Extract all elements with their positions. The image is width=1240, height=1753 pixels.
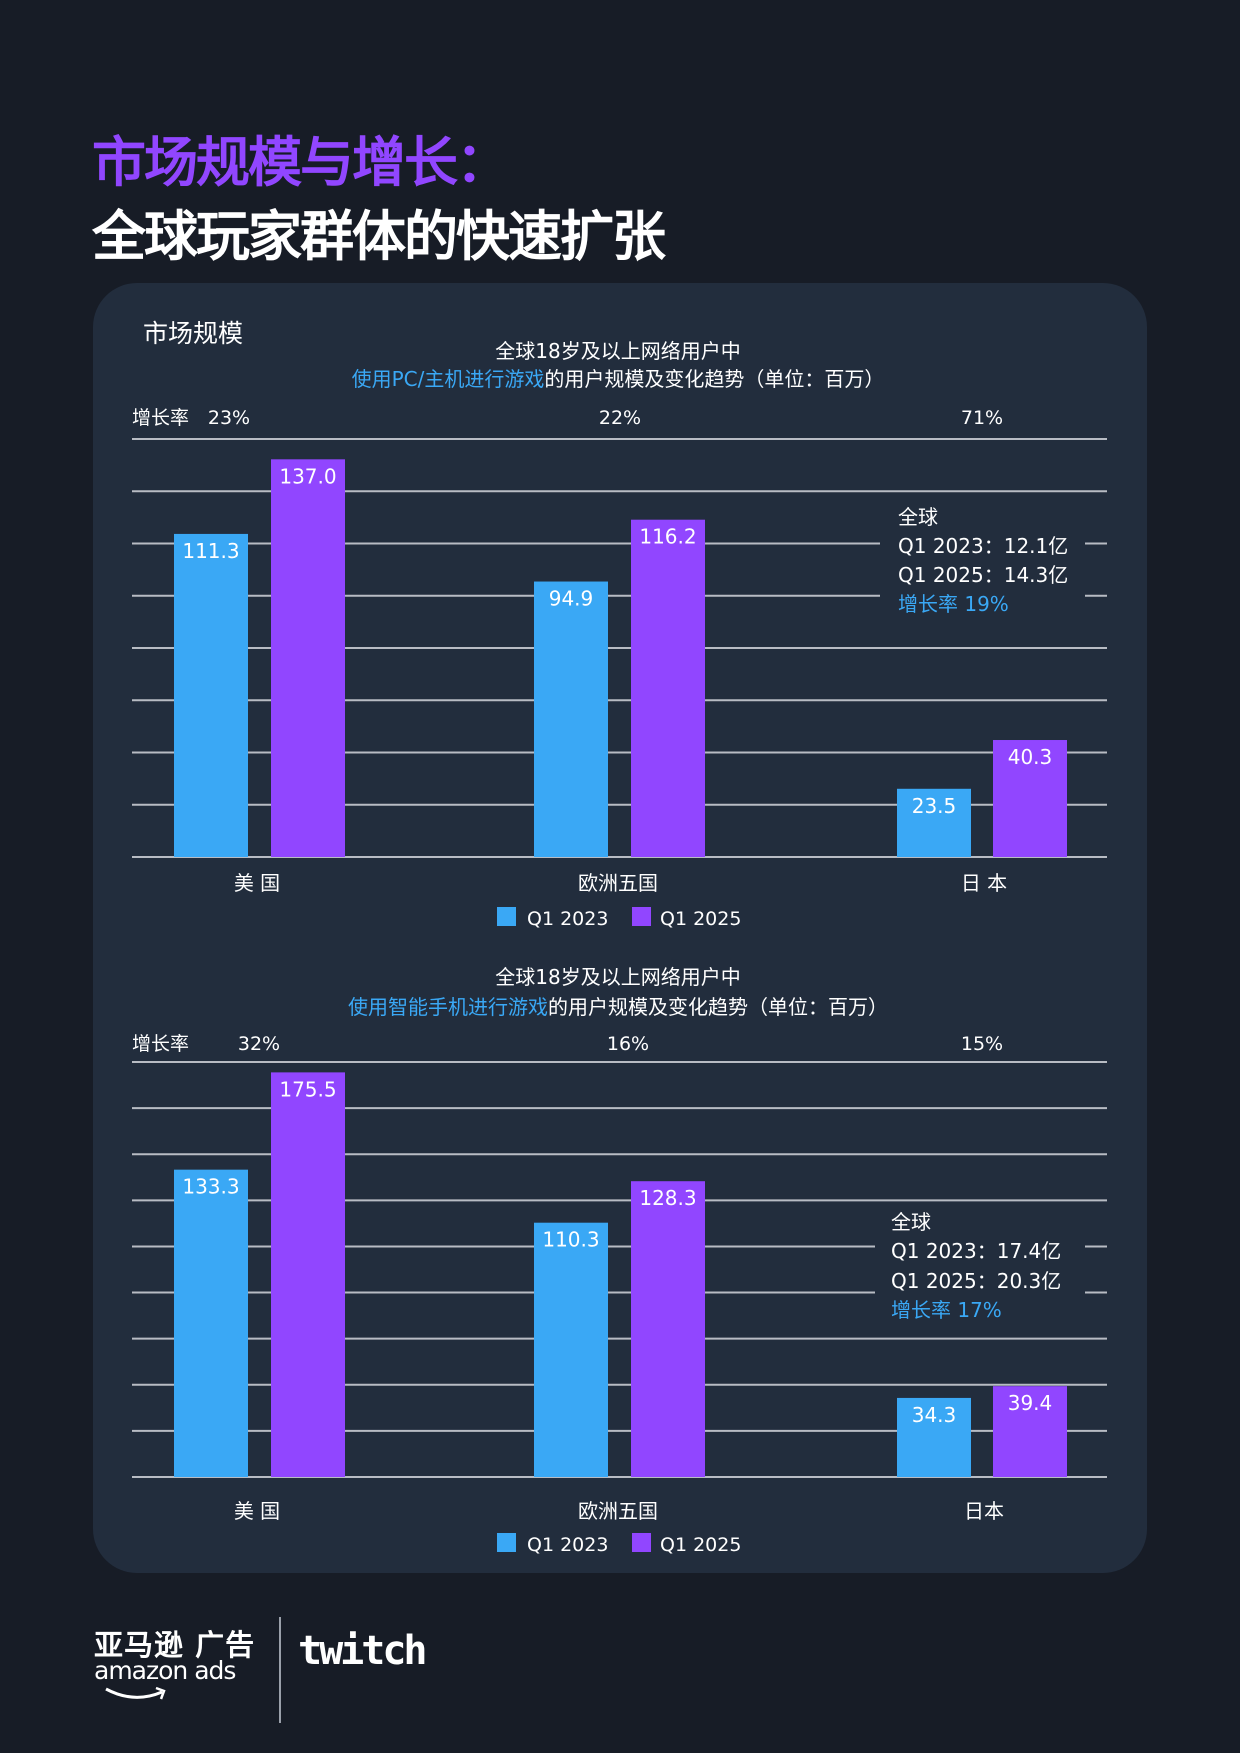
bar-q1-2023 xyxy=(174,533,248,857)
legend-label-q1-2025: Q1 2025 xyxy=(660,908,741,930)
bar-value-label: 34.3 xyxy=(912,1403,957,1427)
legend-swatch-q1-2023 xyxy=(497,1533,516,1552)
bar-q1-2023 xyxy=(897,1397,971,1477)
annotation-growth: 增长率 19% xyxy=(898,592,1009,616)
annotation-title: 全球 xyxy=(891,1210,931,1234)
bar-q1-2023 xyxy=(534,1222,608,1477)
subtitle-highlight: 使用PC/主机进行游戏 xyxy=(352,367,545,391)
annotation-background xyxy=(880,498,1085,621)
bar-value-label: 40.3 xyxy=(1008,745,1053,769)
chart-subtitle-line1: 全球18岁及以上网络用户中 xyxy=(495,965,740,989)
bar-value-label: 94.9 xyxy=(549,587,594,611)
growth-rate-value: 71% xyxy=(961,407,1003,429)
twitch-logo: twitch xyxy=(298,1628,427,1674)
bar-q1-2023 xyxy=(897,788,971,857)
bar-value-label: 175.5 xyxy=(279,1077,336,1101)
annotation-q1-2025: Q1 2025：14.3亿 xyxy=(898,563,1068,587)
annotation-q1-2023: Q1 2023：12.1亿 xyxy=(898,534,1068,558)
page-title-line2: 全球玩家群体的快速扩张 xyxy=(92,205,666,268)
growth-rate-label: 增长率 xyxy=(132,407,189,429)
category-label: 日 本 xyxy=(961,871,1007,895)
bar-value-label: 23.5 xyxy=(912,794,957,818)
growth-rate-value: 22% xyxy=(599,407,641,429)
card-title: 市场规模 xyxy=(143,319,244,348)
bar-q1-2025 xyxy=(271,459,345,857)
subtitle-rest: 的用户规模及变化趋势（单位：百万） xyxy=(548,995,888,1019)
bar-q1-2023 xyxy=(534,581,608,857)
bar-value-label: 133.3 xyxy=(182,1175,239,1199)
bar-q1-2025 xyxy=(993,740,1067,857)
bar-value-label: 128.3 xyxy=(639,1186,696,1210)
annotation-growth: 增长率 17% xyxy=(891,1298,1002,1322)
annotation-q1-2025: Q1 2025：20.3亿 xyxy=(891,1269,1061,1293)
legend-label-q1-2023: Q1 2023 xyxy=(527,908,608,930)
bar-q1-2023 xyxy=(174,1169,248,1477)
bar-q1-2025 xyxy=(271,1072,345,1477)
chart-subtitle-line2: 使用PC/主机进行游戏的用户规模及变化趋势（单位：百万） xyxy=(352,367,885,391)
legend-label-q1-2023: Q1 2023 xyxy=(527,1534,608,1556)
category-label: 欧洲五国 xyxy=(578,871,658,895)
growth-rate-label: 增长率 xyxy=(132,1033,189,1055)
growth-rate-value: 23% xyxy=(208,407,250,429)
logo-divider xyxy=(279,1617,281,1723)
growth-rate-value: 32% xyxy=(238,1033,280,1055)
category-label: 日本 xyxy=(964,1499,1004,1523)
amazon-smile-icon xyxy=(105,1686,166,1700)
legend-swatch-q1-2025 xyxy=(632,907,651,926)
legend-label-q1-2025: Q1 2025 xyxy=(660,1534,741,1556)
bar-value-label: 39.4 xyxy=(1008,1391,1053,1415)
subtitle-highlight: 使用智能手机进行游戏 xyxy=(348,995,548,1019)
category-label: 美 国 xyxy=(234,871,280,895)
amazon-ads-logo-en: amazon ads xyxy=(94,1656,236,1685)
annotation-title: 全球 xyxy=(898,505,938,529)
bar-q1-2025 xyxy=(631,519,705,857)
subtitle-rest: 的用户规模及变化趋势（单位：百万） xyxy=(544,367,884,391)
category-label: 欧洲五国 xyxy=(578,1499,658,1523)
growth-rate-value: 16% xyxy=(607,1033,649,1055)
bar-q1-2025 xyxy=(631,1181,705,1477)
legend-swatch-q1-2025 xyxy=(632,1533,651,1552)
annotation-q1-2023: Q1 2023：17.4亿 xyxy=(891,1239,1061,1263)
bar-value-label: 111.3 xyxy=(182,539,239,563)
bar-q1-2025 xyxy=(993,1386,1067,1477)
bar-value-label: 137.0 xyxy=(279,464,336,488)
chart-subtitle-line1: 全球18岁及以上网络用户中 xyxy=(495,339,740,363)
page-title-line1: 市场规模与增长： xyxy=(92,131,510,194)
annotation-background xyxy=(875,1203,1085,1327)
legend-swatch-q1-2023 xyxy=(497,907,516,926)
chart-subtitle-line2: 使用智能手机进行游戏的用户规模及变化趋势（单位：百万） xyxy=(348,995,888,1019)
bar-value-label: 110.3 xyxy=(542,1228,599,1252)
bar-value-label: 116.2 xyxy=(639,525,696,549)
category-label: 美 国 xyxy=(234,1499,280,1523)
growth-rate-value: 15% xyxy=(961,1033,1003,1055)
amazon-ads-logo-cn: 亚马逊 广告 xyxy=(94,1628,256,1662)
